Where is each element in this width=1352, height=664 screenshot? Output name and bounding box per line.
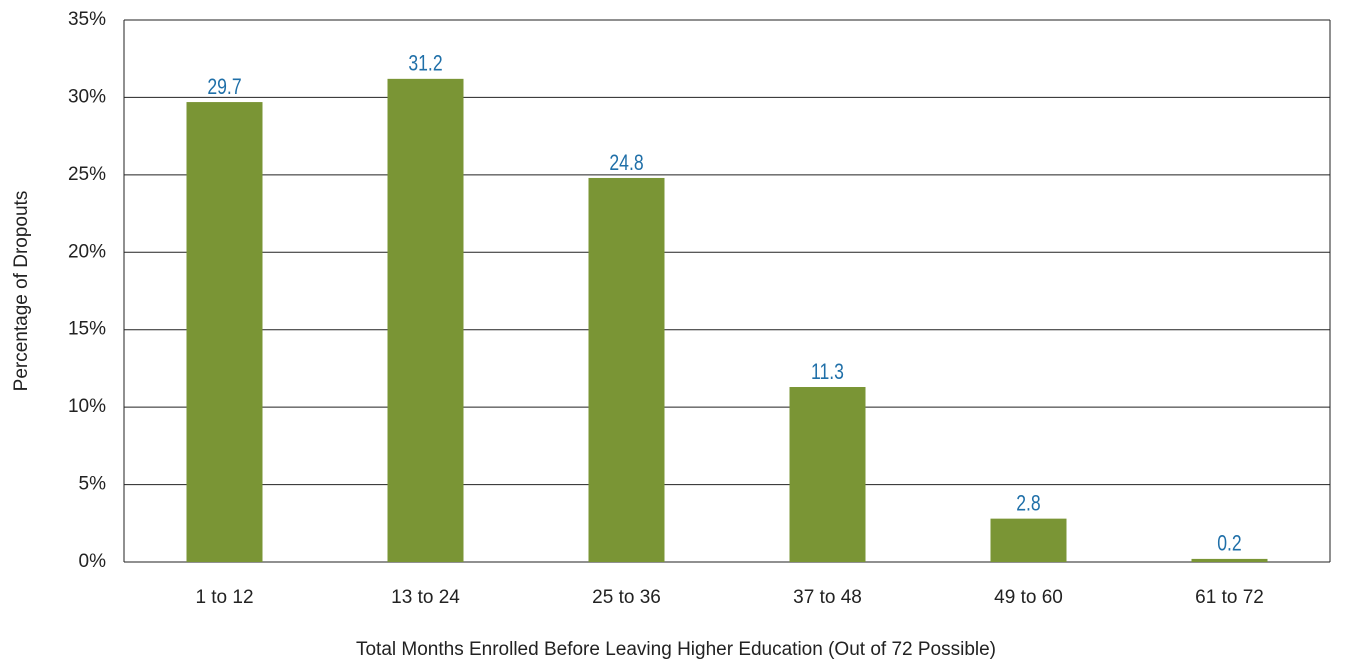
y-tick-label: 5% [79,474,107,495]
x-tick-label: 61 to 72 [1195,587,1264,608]
bar [990,518,1067,562]
x-tick-label: 37 to 48 [793,587,862,608]
value-label: 24.8 [609,151,643,175]
value-label: 0.2 [1217,532,1241,556]
x-axis-title: Total Months Enrolled Before Leaving Hig… [356,639,996,660]
x-tick-label: 49 to 60 [994,587,1063,608]
x-tick-label: 1 to 12 [195,587,253,608]
bar [588,177,665,562]
y-axis-title: Percentage of Dropouts [11,191,32,392]
bar [186,102,263,563]
y-tick-label: 15% [68,319,106,340]
y-tick-label: 25% [68,164,106,185]
y-tick-label: 10% [68,396,106,417]
bar [789,387,866,562]
value-label: 2.8 [1016,492,1040,516]
value-label: 29.7 [207,75,241,99]
bar [1191,558,1268,562]
y-tick-label: 20% [68,241,106,262]
x-tick-label: 25 to 36 [592,587,661,608]
y-tick-label: 0% [79,551,107,572]
value-label: 11.3 [811,360,844,384]
y-tick-label: 35% [68,9,106,30]
y-tick-label: 30% [68,86,106,107]
x-tick-label: 13 to 24 [391,587,460,608]
value-label: 31.2 [408,52,442,76]
bar [387,78,464,563]
